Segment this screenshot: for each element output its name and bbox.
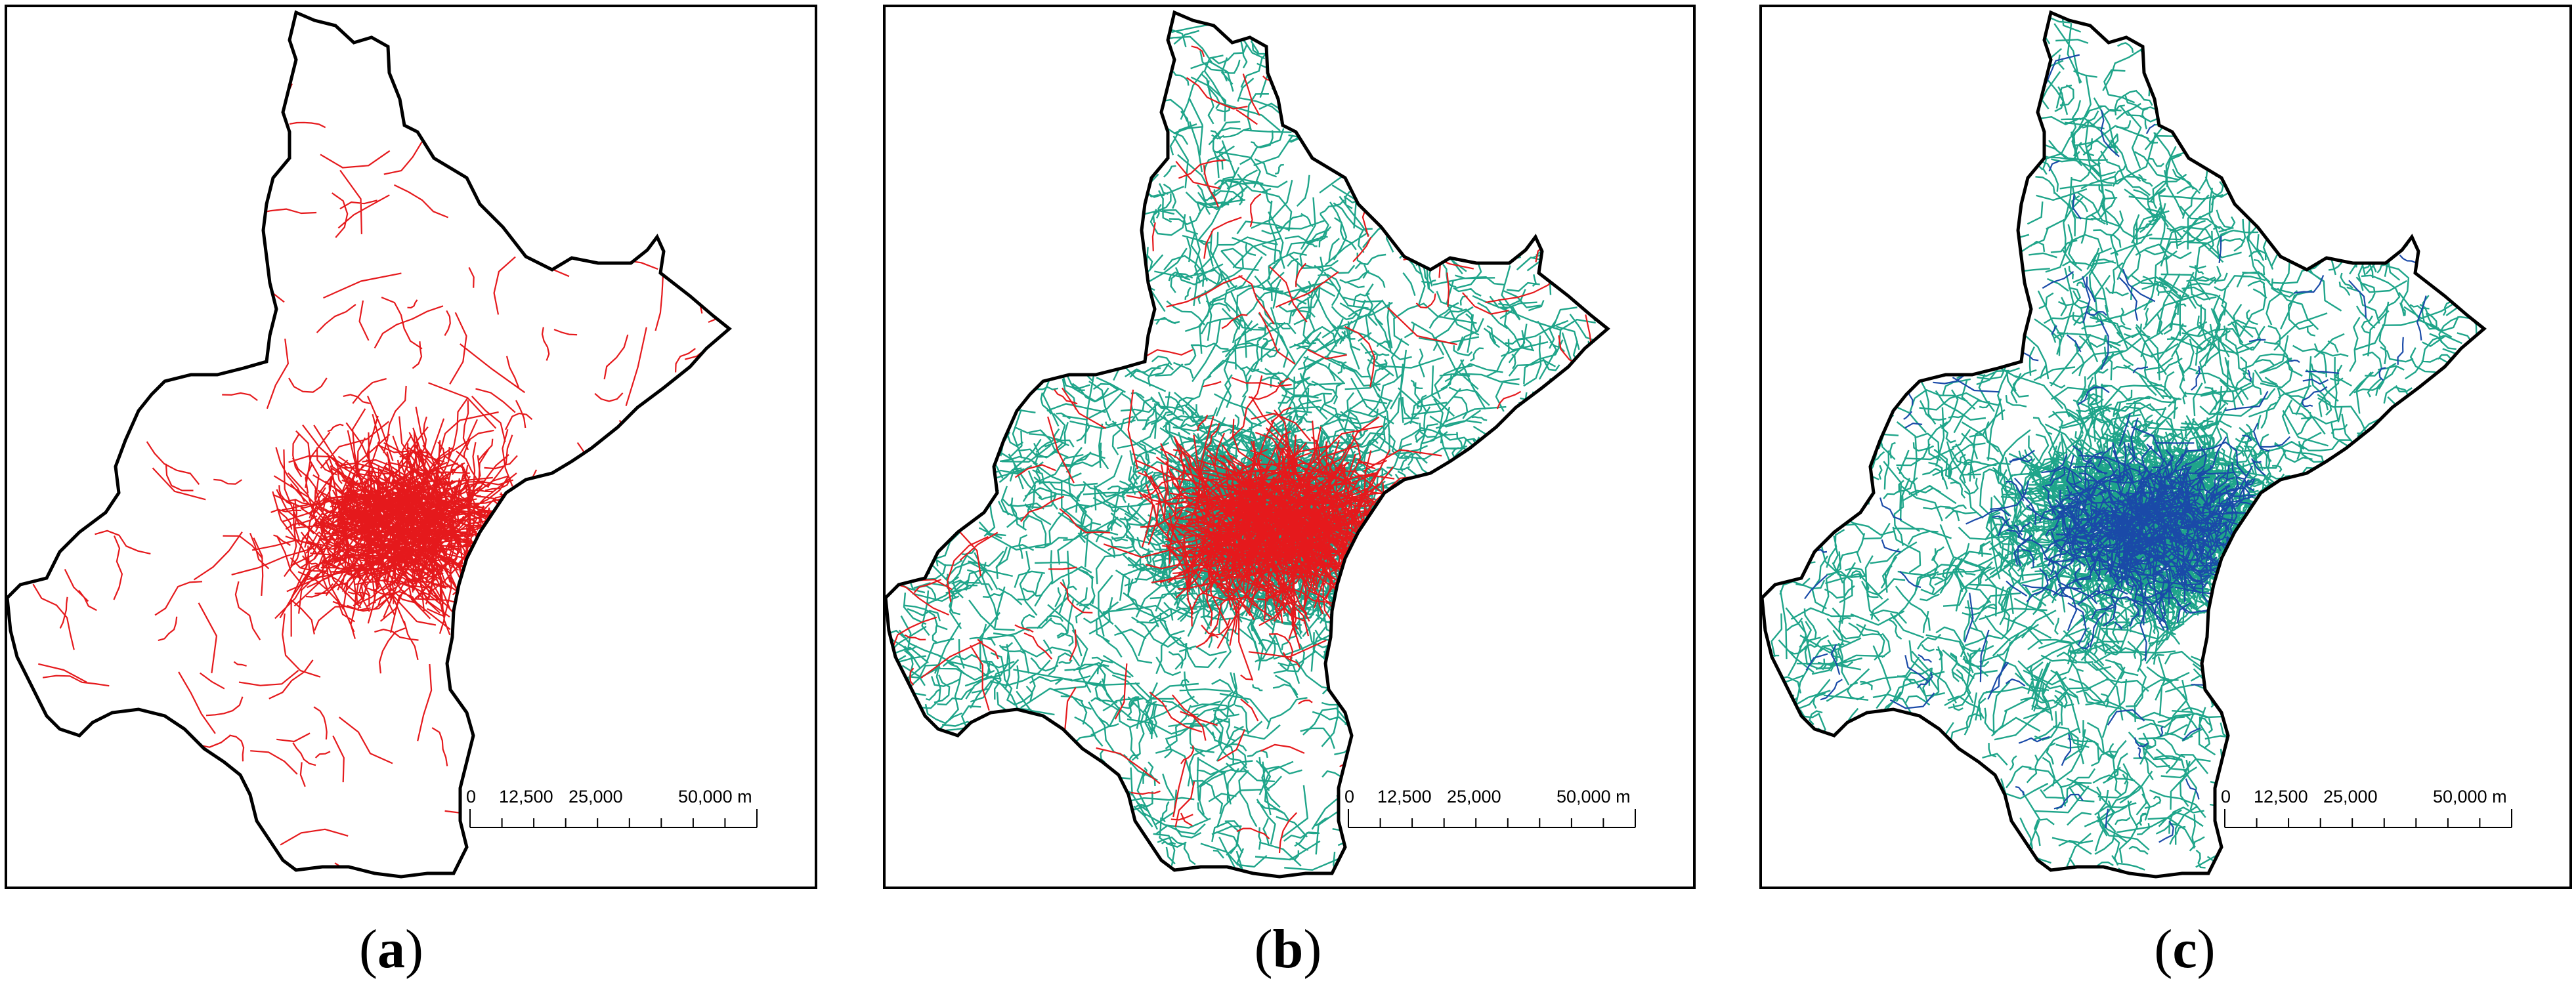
scale-bar: 0 12,500 25,000 50,000 m xyxy=(1344,787,1636,828)
caption-a: (a) xyxy=(359,919,423,980)
caption-b: (b) xyxy=(1254,919,1322,980)
teal-road-network xyxy=(1762,12,2484,877)
map-panel-a: 0 12,500 25,000 50,000 m xyxy=(5,5,817,889)
city-boundary xyxy=(886,10,1610,879)
red-road-network xyxy=(32,83,729,875)
blue-road-network-path xyxy=(1804,54,2427,843)
scale-bar: 0 12,500 25,000 50,000 m xyxy=(466,787,758,828)
scale-bar-line xyxy=(469,809,758,828)
map-c-svg: 0 12,500 25,000 50,000 m xyxy=(1762,10,2512,879)
scale-label-0: 0 xyxy=(1344,787,1354,806)
scale-label-2: 25,000 xyxy=(569,787,623,806)
scale-label-1: 12,500 xyxy=(499,787,553,806)
scale-label-0: 0 xyxy=(2221,787,2231,806)
teal-road-network-path xyxy=(886,12,1608,877)
blue-road-network xyxy=(1804,54,2427,843)
scale-label-3: 50,000 m xyxy=(678,787,752,806)
scale-label-3: 50,000 m xyxy=(2433,787,2507,806)
scale-label-1: 12,500 xyxy=(2254,787,2308,806)
teal-road-network xyxy=(886,12,1608,877)
scale-label-1: 12,500 xyxy=(1377,787,1432,806)
red-road-network-path xyxy=(886,45,1593,854)
map-b-svg: 0 12,500 25,000 50,000 m xyxy=(886,10,1636,879)
city-boundary xyxy=(7,10,732,879)
scale-bar: 0 12,500 25,000 50,000 m xyxy=(2221,787,2512,828)
teal-road-network-path xyxy=(1762,12,2484,877)
map-panel-b: 0 12,500 25,000 50,000 m xyxy=(883,5,1696,889)
scale-label-0: 0 xyxy=(466,787,476,806)
scale-bar-line xyxy=(2224,809,2512,828)
map-panel-c: 0 12,500 25,000 50,000 m xyxy=(1759,5,2572,889)
city-boundary xyxy=(1762,10,2487,879)
scale-label-3: 50,000 m xyxy=(1556,787,1631,806)
map-a-svg: 0 12,500 25,000 50,000 m xyxy=(7,10,758,879)
scale-label-2: 25,000 xyxy=(2323,787,2378,806)
scale-label-2: 25,000 xyxy=(1447,787,1501,806)
red-road-network-path xyxy=(32,83,729,875)
scale-bar-line xyxy=(1348,809,1636,828)
caption-c: (c) xyxy=(2154,919,2216,980)
red-road-network xyxy=(886,45,1593,854)
